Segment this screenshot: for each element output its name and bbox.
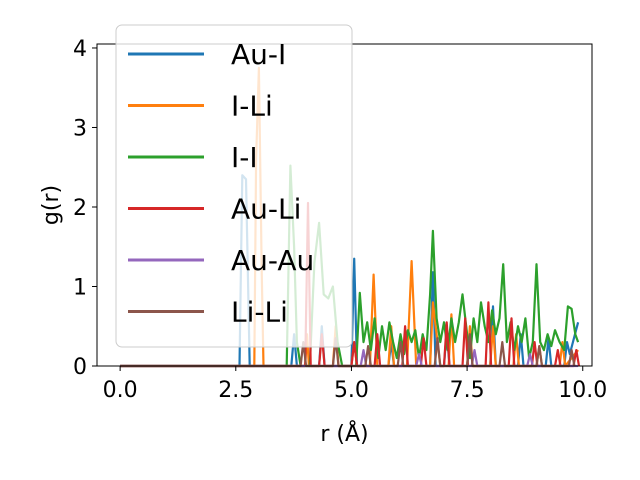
legend: Au-I I-Li I-I Au-Li Au-Au Li-Li <box>115 24 353 348</box>
x-axis-label: r (Å) <box>320 420 368 447</box>
x-tick-label: 10.0 <box>558 378 607 403</box>
y-axis-label: g(r) <box>39 185 64 225</box>
x-tick-label: 7.5 <box>450 378 485 403</box>
x-tick-label: 5.0 <box>334 378 369 403</box>
series-line-i-i <box>120 164 580 368</box>
y-tick-label: 2 <box>73 196 87 221</box>
legend-label: Li-Li <box>231 296 288 329</box>
ticks-layer: 0.0 2.5 5.0 7.5 10.0 0 1 2 3 4 <box>73 37 607 403</box>
y-tick-label: 4 <box>73 37 87 62</box>
series-line-li-li <box>120 333 576 368</box>
x-tick-label: 2.5 <box>218 378 253 403</box>
x-tick-label: 0.0 <box>103 378 138 403</box>
legend-label: I-Li <box>231 90 273 123</box>
legend-label: Au-Au <box>231 244 314 277</box>
legend-label: Au-Li <box>231 193 301 226</box>
legend-label: I-I <box>231 141 258 174</box>
legend-label: Au-I <box>231 38 286 71</box>
y-tick-label: 3 <box>73 116 87 141</box>
y-tick-label: 0 <box>73 355 87 380</box>
y-tick-label: 1 <box>73 275 87 300</box>
